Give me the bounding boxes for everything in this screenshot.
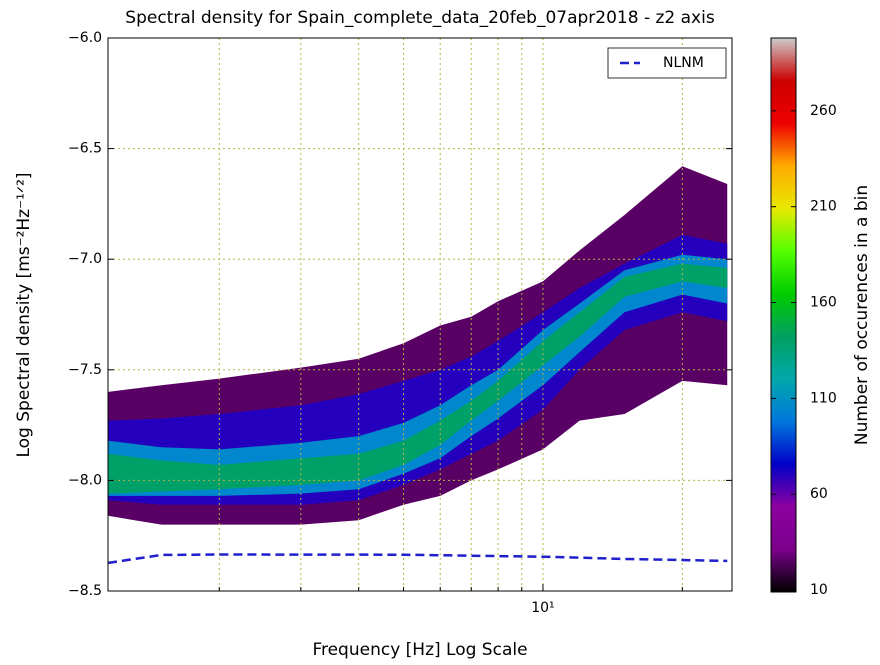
colorbar-tick-label: 260 bbox=[810, 103, 837, 119]
legend-label: NLNM bbox=[663, 55, 704, 71]
density-band bbox=[108, 263, 728, 494]
y-tick-label: −7.5 bbox=[68, 362, 102, 378]
y-tick-label: −6.0 bbox=[68, 30, 102, 46]
colorbar-tick-label: 60 bbox=[810, 486, 828, 502]
chart-title: Spectral density for Spain_complete_data… bbox=[125, 8, 715, 28]
y-tick-label: −7.0 bbox=[68, 251, 102, 267]
plot-frame bbox=[107, 37, 733, 592]
density-band bbox=[108, 234, 728, 505]
density-band bbox=[108, 254, 728, 496]
x-tick-label: 10¹ bbox=[531, 600, 554, 616]
x-axis-label: Frequency [Hz] Log Scale bbox=[312, 640, 527, 660]
y-tick-label: −6.5 bbox=[68, 141, 102, 157]
colorbar-tick-label: 160 bbox=[810, 295, 837, 311]
colorbar-tick-label: 110 bbox=[810, 390, 837, 406]
y-tick-label: −8.0 bbox=[68, 472, 102, 488]
series-line bbox=[107, 553, 728, 565]
colorbar-tick-label: 210 bbox=[810, 199, 837, 215]
colorbar bbox=[770, 37, 797, 593]
y-axis-label: Log Spectral density [ms⁻²Hz⁻¹ᐟ²] bbox=[14, 172, 34, 457]
y-tick-label: −8.5 bbox=[68, 583, 102, 599]
colorbar-tick-label: 10 bbox=[810, 582, 828, 598]
colorbar-label: Number of occurences in a bin bbox=[852, 185, 872, 445]
